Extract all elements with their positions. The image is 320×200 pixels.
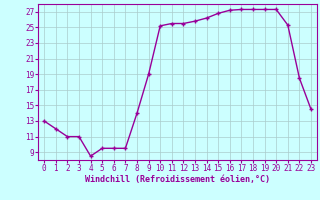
X-axis label: Windchill (Refroidissement éolien,°C): Windchill (Refroidissement éolien,°C) [85, 175, 270, 184]
